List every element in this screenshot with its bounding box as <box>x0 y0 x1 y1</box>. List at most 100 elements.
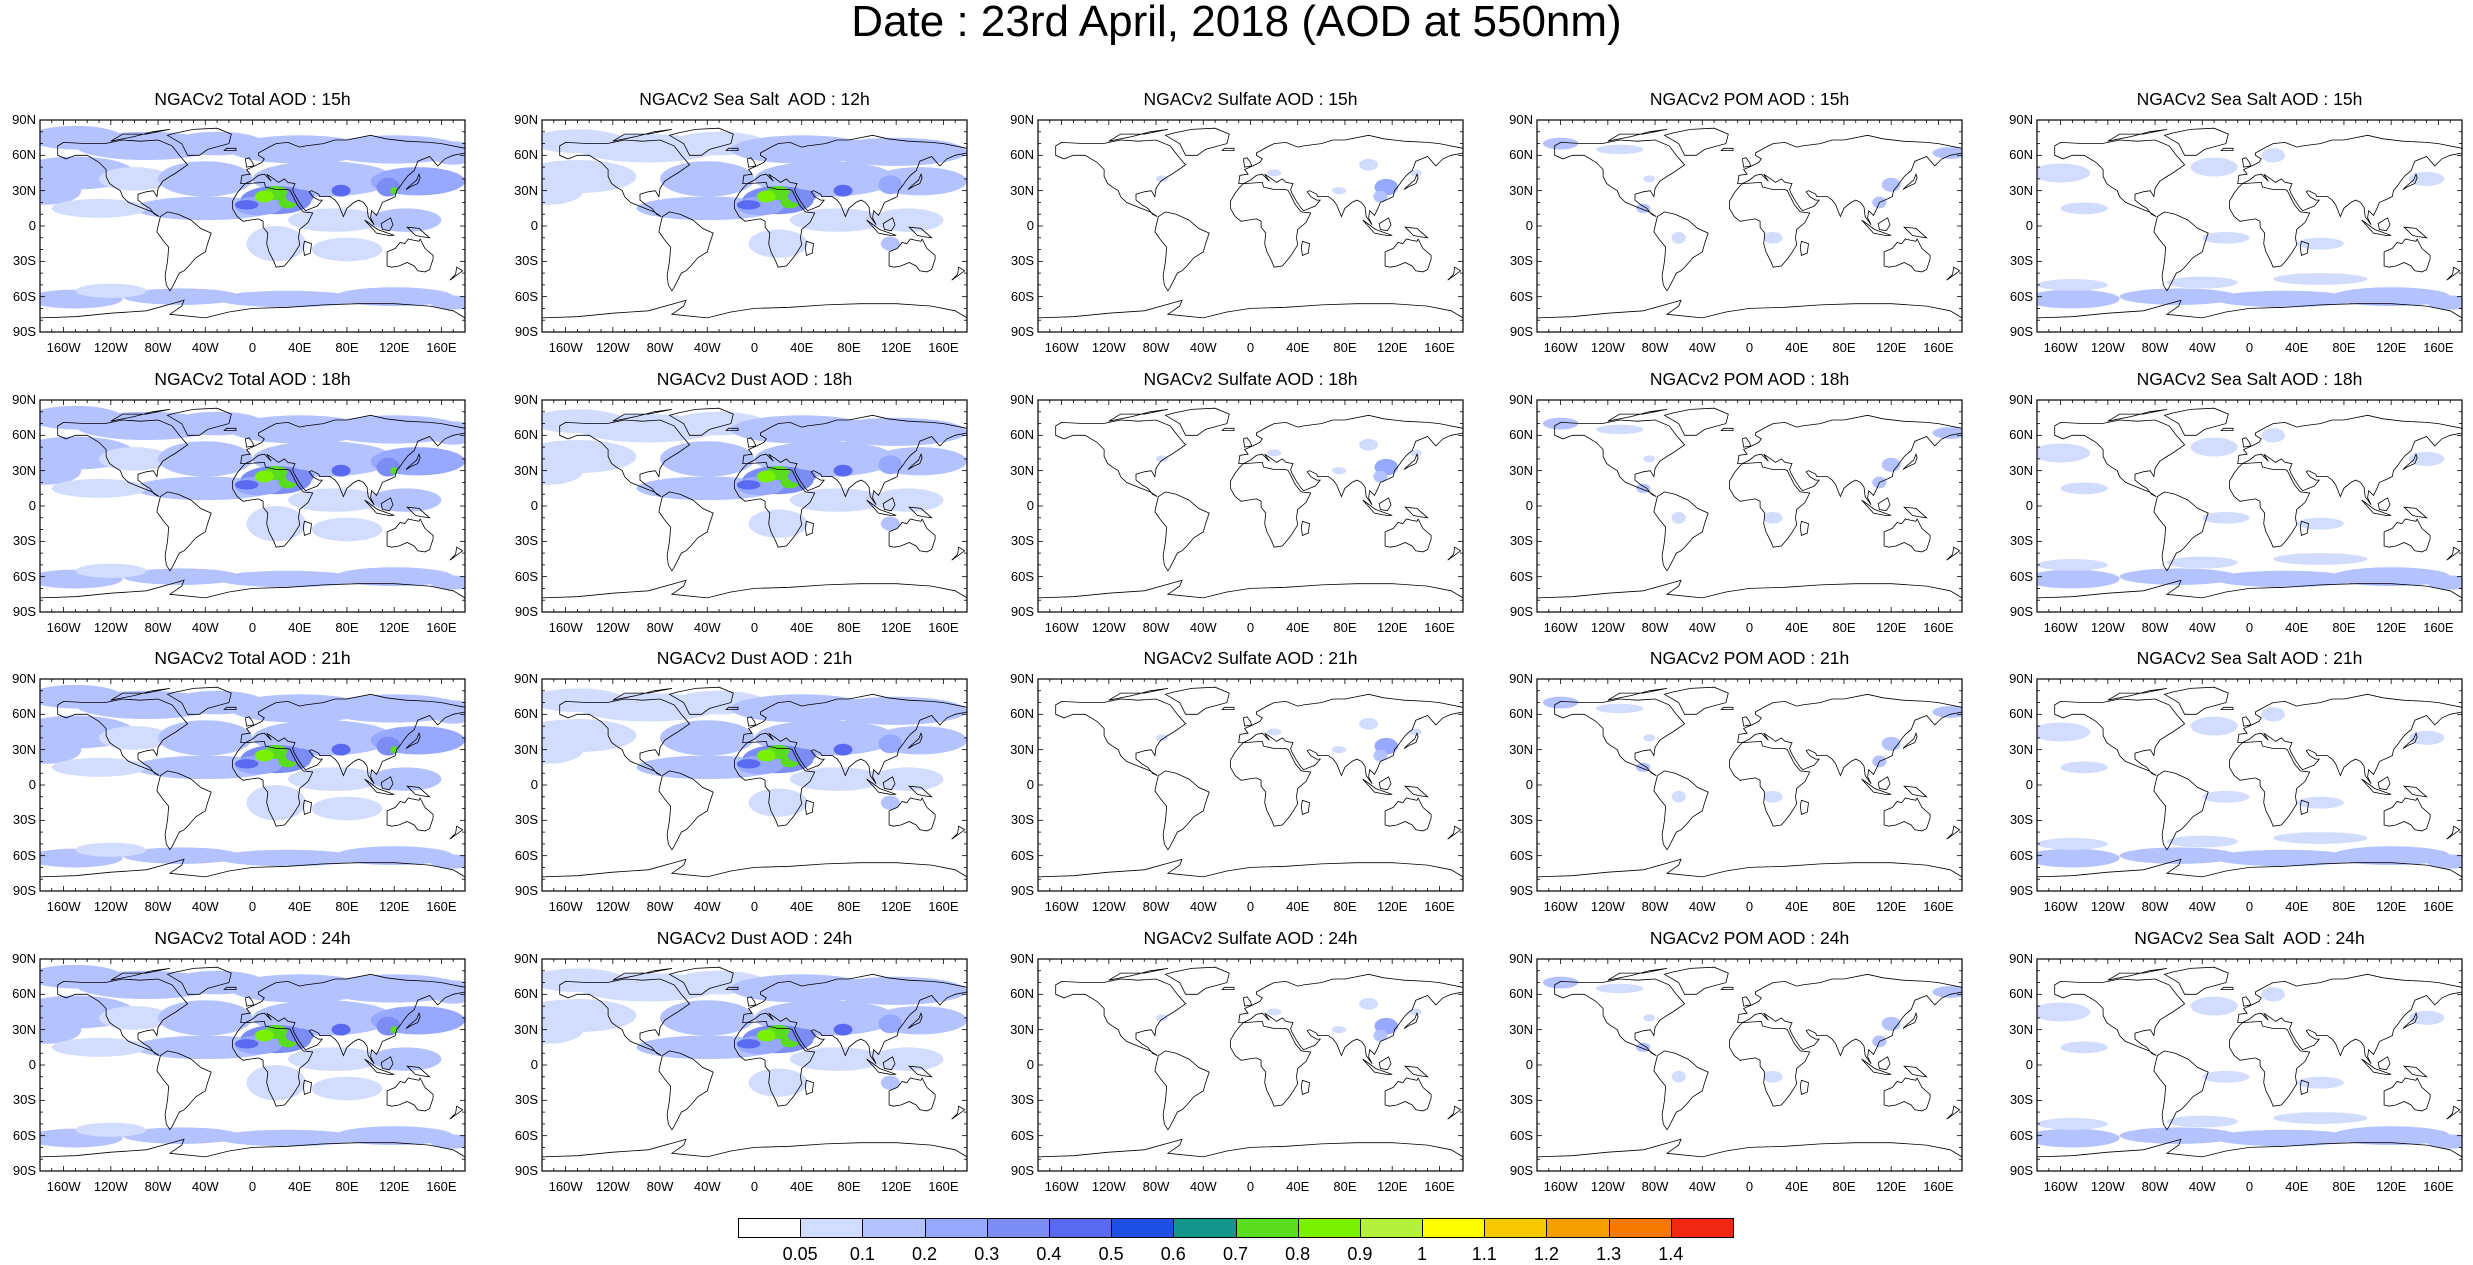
coastline-newGuinea <box>908 506 933 519</box>
lat-tick-label: 90S <box>12 324 36 339</box>
coastline-uk <box>1242 437 1253 448</box>
coastline-antarctica <box>542 299 967 319</box>
coastline-africa <box>2228 1020 2311 1107</box>
coastline-newGuinea <box>2403 226 2428 239</box>
panel-title: NGACv2 Sulfate AOD : 24h <box>1143 928 1358 948</box>
coastline-uk <box>1741 996 1752 1007</box>
lon-tick-label: 120W <box>93 620 128 635</box>
aod-field-patch <box>370 767 442 791</box>
lon-tick-label: 120E <box>1376 340 1408 355</box>
coastline-madagascar <box>1799 799 1809 815</box>
aod-field-patch <box>287 208 383 232</box>
coastline-indonesia <box>1861 778 1892 795</box>
lon-tick-label: 40E <box>2285 1179 2309 1194</box>
coastline-southAmerica <box>1653 491 1709 572</box>
main-title: Date : 23rd April, 2018 (AOD at 550nm) <box>851 0 1622 46</box>
lat-tick-label: 0 <box>1026 1057 1034 1072</box>
coastline-madagascar <box>302 520 312 536</box>
lon-tick-label: 160W <box>1044 620 1079 635</box>
coastline-nz <box>951 546 966 561</box>
coastline-northAmerica <box>1055 139 1187 217</box>
lon-tick-label: 80W <box>2141 340 2169 355</box>
coastline-greenland <box>2163 966 2229 995</box>
aod-field-patch <box>833 1023 853 1036</box>
aod-field-patch <box>2037 722 2091 742</box>
coastline-northAmerica <box>559 419 691 497</box>
lon-tick-label: 40W <box>693 1179 721 1194</box>
coastline-newGuinea <box>1404 506 1429 519</box>
lat-tick-label: 90N <box>2009 951 2033 966</box>
coastline-antarctica <box>1038 858 1463 878</box>
world-map <box>1536 958 1963 1172</box>
lat-tick-label: 30N <box>1509 741 1533 757</box>
world-map <box>1037 678 1464 892</box>
coastline-africa <box>1229 1020 1312 1107</box>
coastline-australia <box>2383 238 2431 273</box>
aod-field-patch <box>1267 169 1282 177</box>
lon-tick-label: 80W <box>646 620 674 635</box>
coastline-antarctica <box>2037 1138 2462 1158</box>
map-panel: NGACv2 Sea Salt AOD : 12h 90N 60N 30N 0 30S 60… <box>502 89 1002 362</box>
aod-field-patch <box>825 137 967 166</box>
aod-field-patch <box>311 1076 383 1101</box>
coastline-newGuinea <box>406 226 431 239</box>
coastline-africa <box>2228 461 2311 548</box>
lon-tick-label: 120W <box>595 340 630 355</box>
lon-tick-label: 120W <box>93 1179 128 1194</box>
aod-field-patch <box>1596 703 1644 714</box>
lon-tick-label: 120W <box>1590 620 1625 635</box>
map-panel: NGACv2 Sulfate AOD : 18h 90N 60N 30N 0 30S 60S… <box>998 369 1498 642</box>
coastline-madagascar <box>2299 799 2309 815</box>
coastline-indonesia <box>1362 778 1393 795</box>
lat-tick-label: 0 <box>530 1057 538 1072</box>
aod-field-patch <box>331 464 351 477</box>
coastline-madagascar <box>1300 520 1310 536</box>
aod-field-patch <box>872 1047 944 1071</box>
lat-tick-label: 60N <box>1010 147 1034 163</box>
aod-field-patch <box>1932 706 1962 718</box>
coastline-africa <box>2228 181 2311 268</box>
lon-tick-label: 40W <box>693 620 721 635</box>
aod-field-patch <box>40 1015 82 1044</box>
coastline-nz <box>951 1105 966 1120</box>
coastline-australia <box>888 238 936 273</box>
coastline-uk <box>244 437 255 448</box>
lon-tick-label: 40W <box>2188 340 2216 355</box>
lat-tick-label: 60S <box>1509 847 1533 863</box>
coastline-arcticIslands <box>2107 409 2167 422</box>
coastline-iceland <box>1720 706 1734 710</box>
coastline-japan <box>2402 173 2418 190</box>
aod-field-patch <box>2037 1118 2108 1130</box>
aod-field-patch <box>1542 137 1579 150</box>
lat-tick-label: 60S <box>2009 288 2033 304</box>
coastline-greenland <box>1164 686 1230 715</box>
lat-tick-label: 60S <box>1010 568 1034 584</box>
aod-field-patch <box>736 480 761 490</box>
aod-field-patch <box>331 743 351 756</box>
aod-field-patch <box>880 795 900 810</box>
coastline-arcticIslands <box>1607 968 1667 981</box>
panel-title: NGACv2 Sea Salt AOD : 12h <box>639 89 870 109</box>
aod-field-patch <box>2202 231 2250 244</box>
lon-tick-label: 120W <box>2090 620 2125 635</box>
lat-tick-label: 60S <box>1509 288 1533 304</box>
coastline-indonesia <box>364 219 395 236</box>
lon-tick-label: 120W <box>2090 899 2125 914</box>
coastline-indonesia <box>1861 219 1892 236</box>
lon-tick-label: 40E <box>1286 620 1310 635</box>
coastline-nz <box>449 1105 464 1120</box>
aod-field-patch <box>2214 849 2356 867</box>
colorbar-label: 0.5 <box>1098 1244 1124 1264</box>
lat-tick-label: 0 <box>28 777 36 792</box>
coastline-nz <box>1946 266 1961 281</box>
coastline-borneo <box>380 776 394 791</box>
aod-field-patch <box>1542 417 1579 430</box>
world-map <box>1037 119 1464 333</box>
lon-tick-label: 40W <box>1688 1179 1716 1194</box>
aod-field-patch <box>2037 163 2091 183</box>
lon-tick-label: 40W <box>1688 899 1716 914</box>
aod-field-patch <box>2037 848 2120 868</box>
coastline-australia <box>386 1077 434 1112</box>
lat-tick-label: 30S <box>514 533 538 549</box>
lat-tick-label: 0 <box>1525 777 1533 792</box>
